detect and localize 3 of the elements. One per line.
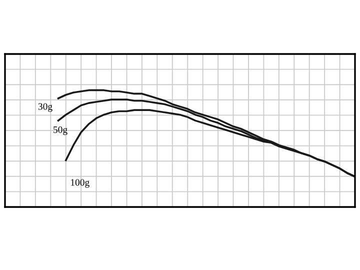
series-label: 50g xyxy=(54,126,68,135)
text: 100g xyxy=(71,179,90,188)
series-label: 30g xyxy=(38,103,52,112)
